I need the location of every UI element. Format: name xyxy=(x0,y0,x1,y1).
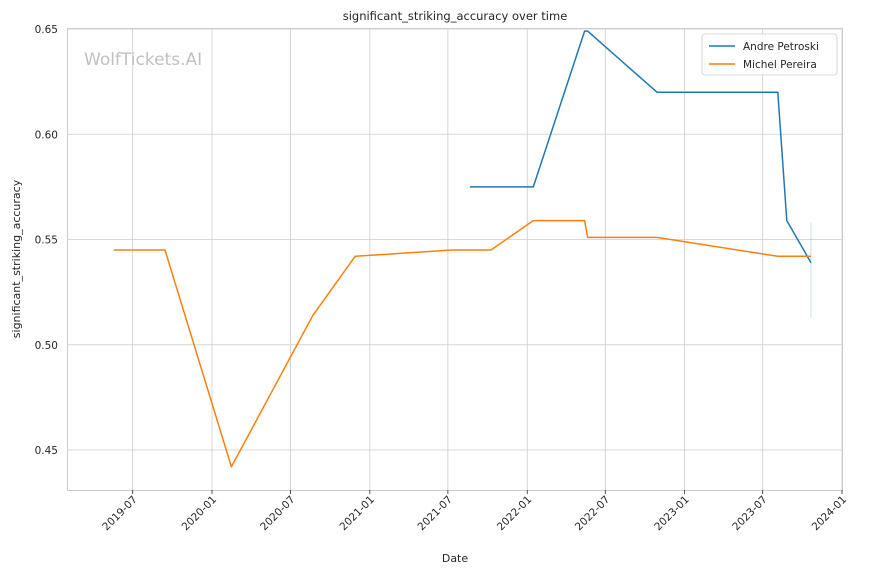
chart-title: significant_striking_accuracy over time xyxy=(343,9,568,23)
y-tick-label: 0.55 xyxy=(35,235,58,247)
y-tick-label: 0.60 xyxy=(35,129,58,141)
y-tick-label: 0.65 xyxy=(35,24,58,36)
x-tick-label: 2024-01 xyxy=(810,494,850,534)
series-line-michel-pereira xyxy=(113,219,811,468)
x-tick-label: 2020-07 xyxy=(258,494,298,534)
y-axis-label: significant_striking_accuracy xyxy=(10,179,23,338)
watermark-text: WolfTickets.AI xyxy=(84,50,202,70)
y-axis-ticks: 0.45 0.50 0.55 0.60 0.65 xyxy=(35,24,58,457)
x-tick-label: 2023-01 xyxy=(652,494,692,534)
x-tick-label: 2021-01 xyxy=(337,494,377,534)
y-tick-label: 0.50 xyxy=(35,340,58,352)
series-line-andre-petroski xyxy=(469,30,812,264)
plot-frame xyxy=(67,28,843,491)
x-tick-label: 2022-07 xyxy=(573,494,613,534)
y-tick-label: 0.45 xyxy=(35,445,58,457)
legend-label: Michel Pereira xyxy=(743,59,817,71)
legend-label: Andre Petroski xyxy=(743,41,819,53)
grid xyxy=(68,28,843,490)
x-axis-label: Date xyxy=(442,552,469,565)
legend-box xyxy=(701,33,838,76)
x-axis-ticks: 2019-07 2020-01 2020-07 2021-01 2021-07 2022-… xyxy=(100,490,849,533)
series-lines xyxy=(113,30,812,468)
x-tick-label: 2019-07 xyxy=(100,494,140,534)
x-tick-label: 2020-01 xyxy=(180,494,220,534)
x-tick-label: 2021-07 xyxy=(415,494,455,534)
x-tick-label: 2023-07 xyxy=(730,494,770,534)
x-tick-label: 2022-01 xyxy=(495,494,535,534)
legend: Andre Petroski Michel Pereira xyxy=(701,33,838,76)
